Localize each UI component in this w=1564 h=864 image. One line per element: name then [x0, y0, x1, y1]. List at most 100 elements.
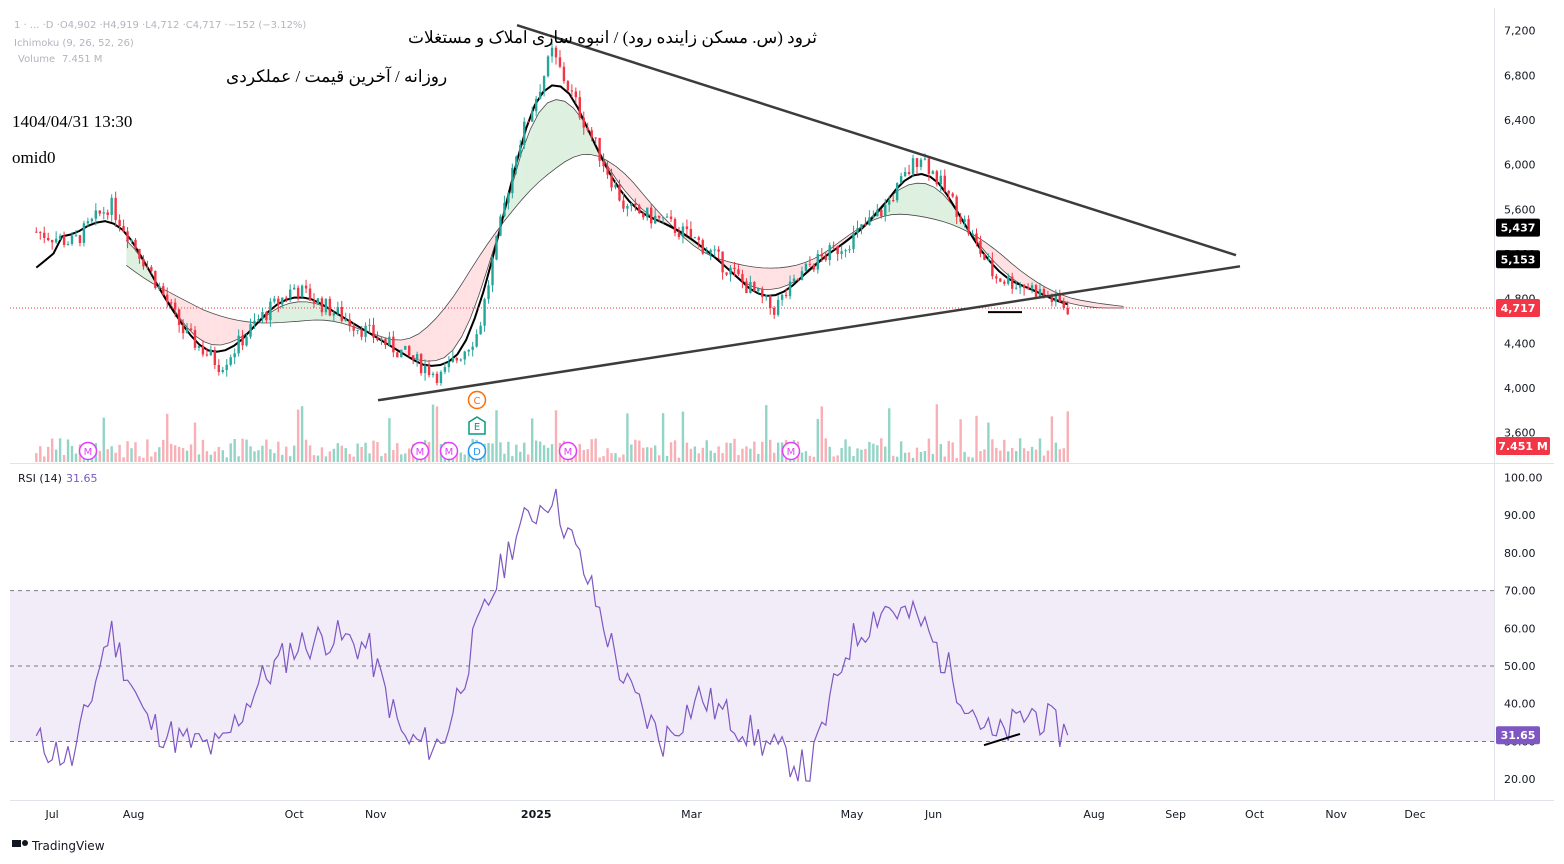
- volume-bar: [431, 404, 435, 462]
- ichimoku-cloud-segment: [839, 235, 849, 246]
- candle-body: [368, 324, 371, 326]
- volume-bar: [54, 449, 58, 462]
- candle-body: [574, 91, 578, 98]
- candle-body: [618, 184, 621, 201]
- candle-body: [578, 97, 581, 118]
- ichimoku-cloud-segment: [392, 339, 402, 353]
- event-marker-e[interactable]: E: [468, 416, 486, 435]
- volume-bar: [495, 410, 498, 462]
- candle-body: [439, 371, 443, 383]
- volume-bar: [709, 450, 712, 462]
- volume-bar: [1062, 448, 1065, 462]
- event-marker-d[interactable]: D: [467, 441, 487, 461]
- rsi-legend-value: 31.65: [66, 472, 98, 485]
- candle-body: [899, 176, 903, 184]
- candle-body: [443, 367, 447, 372]
- event-marker-m[interactable]: M: [439, 441, 459, 461]
- ichimoku-cloud-segment: [427, 318, 436, 362]
- volume-bar: [249, 446, 252, 462]
- volume-bar: [757, 453, 760, 462]
- candle-body: [602, 160, 605, 167]
- volume-bar: [360, 447, 363, 462]
- event-marker-c[interactable]: C: [467, 390, 487, 410]
- volume-bar: [586, 449, 589, 462]
- candle-body: [868, 217, 871, 226]
- candle-body: [697, 237, 701, 241]
- candle-body: [967, 219, 970, 234]
- ichimoku-cloud-segment: [770, 267, 780, 290]
- volume-bar: [1030, 446, 1034, 462]
- time-tick-label: Oct: [285, 808, 305, 821]
- price-axis-ticks: 3,6004,0004,4004,8005,2005,6006,0006,400…: [1504, 25, 1536, 440]
- candle-body: [872, 216, 875, 218]
- event-marker-m[interactable]: M: [78, 441, 98, 461]
- rsi-badge: [1496, 726, 1540, 745]
- candle-body: [931, 171, 935, 174]
- volume-bar: [681, 411, 685, 462]
- volume-bar: [761, 441, 764, 462]
- candle-body: [43, 232, 46, 238]
- rsi-axis-ticks: 20.0030.0040.0050.0060.0070.0080.0090.00…: [1496, 472, 1543, 786]
- time-tick-label: Oct: [1245, 808, 1265, 821]
- candle-body: [1003, 281, 1006, 284]
- candle-body: [995, 276, 998, 279]
- candle-body: [515, 156, 518, 168]
- volume-bar: [396, 443, 399, 462]
- volume-bar: [324, 456, 328, 462]
- candle-body: [455, 357, 459, 361]
- volume-bar: [1011, 447, 1014, 462]
- volume-bar: [749, 448, 752, 462]
- tradingview-logo[interactable]: TradingView: [12, 839, 105, 853]
- candle-body: [907, 171, 911, 174]
- candle-body: [630, 203, 633, 206]
- time-tick-label: Aug: [123, 808, 144, 821]
- volume-bar: [205, 451, 209, 462]
- candle-body: [951, 193, 954, 197]
- candle-body: [634, 203, 637, 206]
- rsi-tick-label: 90.00: [1504, 509, 1536, 522]
- candle-body: [138, 248, 141, 259]
- event-marker-m[interactable]: M: [558, 441, 578, 461]
- candle-body: [253, 320, 256, 325]
- event-marker-m[interactable]: M: [781, 441, 801, 461]
- volume-bar: [606, 448, 609, 462]
- candle-body: [499, 216, 502, 236]
- candle-body: [1030, 285, 1034, 290]
- price-badge: [1496, 250, 1540, 269]
- candle-body: [205, 354, 209, 356]
- event-marker-letter: M: [416, 447, 425, 458]
- candle-body: [939, 175, 942, 185]
- candle-body: [221, 369, 224, 372]
- candle-body: [289, 289, 292, 299]
- ichimoku-cloud-segment: [143, 261, 153, 284]
- rsi-legend-label: RSI (14): [18, 472, 62, 485]
- volume-bar: [169, 443, 173, 462]
- ichimoku-cloud-segment: [899, 184, 909, 215]
- ichimoku-cloud-segment: [298, 301, 307, 322]
- volume-bar: [1050, 416, 1054, 462]
- event-marker-m[interactable]: M: [410, 441, 430, 461]
- candle-body: [463, 351, 466, 360]
- ichimoku-cloud-segment: [435, 308, 445, 361]
- volume-bar: [919, 452, 923, 462]
- candle-body: [550, 47, 554, 57]
- volume-bar: [66, 439, 70, 462]
- candle-body: [400, 349, 403, 358]
- volume-bar: [685, 442, 689, 462]
- candle-body: [935, 171, 939, 185]
- ichimoku-cloud-segment: [461, 270, 471, 338]
- ichimoku-cloud-segment: [616, 166, 625, 191]
- volume-bar: [812, 456, 816, 462]
- candle-body: [566, 81, 570, 91]
- rsi-divergence-line: [983, 732, 1021, 747]
- candle-body: [534, 98, 538, 112]
- candle-body: [142, 258, 145, 267]
- volume-bar: [820, 406, 823, 462]
- volume-bar: [1014, 450, 1018, 462]
- candle-body: [800, 271, 804, 280]
- volume-bar: [939, 444, 942, 462]
- volume-bar: [1026, 451, 1030, 462]
- ichimoku-cloud-segment: [289, 301, 299, 322]
- candle-body: [292, 287, 296, 290]
